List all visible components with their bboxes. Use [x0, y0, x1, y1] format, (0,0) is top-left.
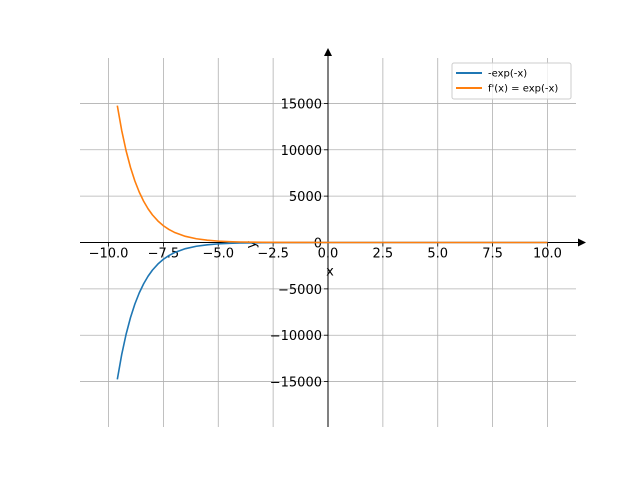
y-tick-label: 0 — [314, 237, 322, 252]
x-tick-label: 0.0 — [318, 247, 339, 262]
series-line-0 — [116, 241, 548, 380]
y-tick-label: 15000 — [281, 97, 322, 112]
x-tick-label: 2.5 — [373, 247, 394, 262]
x-tick-label: −10.0 — [89, 247, 129, 262]
x-tick-label: −7.5 — [148, 247, 180, 262]
legend-entry-1: f'(x) = exp(-x) — [488, 84, 558, 95]
series-line-1 — [116, 105, 548, 244]
y-tick-label: −10000 — [270, 329, 322, 344]
x-tick-label: −5.0 — [202, 247, 234, 262]
legend: -exp(-x) f'(x) = exp(-x) — [451, 62, 572, 100]
x-tick-label: −2.5 — [257, 247, 289, 262]
x-tick-label: 5.0 — [427, 247, 448, 262]
y-tick-label: 10000 — [281, 144, 322, 159]
ticks: −10.0 −7.5 −5.0 −2.5 0.0 2.5 5.0 7.5 10.0 15000 10… — [89, 97, 562, 390]
x-tick-label: 10.0 — [533, 247, 562, 262]
y-tick-label: −5000 — [278, 283, 322, 298]
x-tick-label: 7.5 — [482, 247, 503, 262]
x-axis-label: x — [326, 265, 334, 280]
y-axis-arrow-icon — [324, 48, 332, 56]
x-axis-arrow-icon — [578, 238, 586, 247]
legend-entry-0: -exp(-x) — [488, 69, 527, 80]
y-tick-label: 5000 — [289, 190, 322, 205]
axes: x y — [80, 48, 586, 427]
series-lines — [116, 105, 548, 380]
y-tick-label: −15000 — [270, 376, 322, 391]
y-axis-label: y — [245, 240, 260, 248]
